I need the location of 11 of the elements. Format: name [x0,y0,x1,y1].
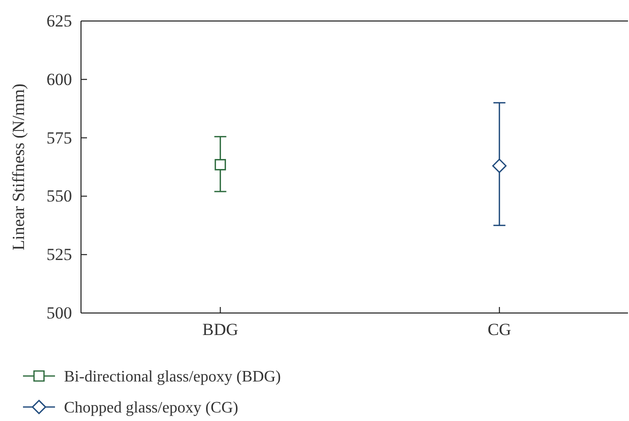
y-tick-label: 625 [46,11,72,30]
x-tick-label: BDG [202,320,238,340]
legend-label: Chopped glass/epoxy (CG) [64,400,238,417]
y-axis-title: Linear Stiffness (N/mm) [9,84,28,250]
x-tick-label: CG [488,320,512,340]
legend-label: Bi-directional glass/epoxy (BDG) [64,368,281,386]
y-tick-label: 600 [46,70,72,89]
y-tick-label: 575 [46,128,72,148]
y-tick-label: 550 [46,186,72,206]
y-tick-label: 500 [46,303,72,322]
y-tick-label: 525 [46,245,72,264]
